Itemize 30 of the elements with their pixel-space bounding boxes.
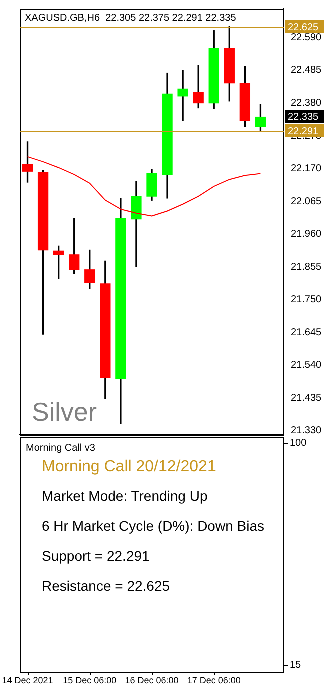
y-tick-label: 21.645 [291,327,322,338]
category-label: 16 Dec 06:00 [125,675,179,686]
text: Market Mode: Trending Up [42,488,208,504]
y-tick-label: 21.750 [291,294,322,306]
annotation: 22.335 [288,112,320,124]
y-tick-label: 22.590 [291,32,322,44]
y-tick-label: 22.170 [291,164,322,175]
y-tick-label: 22.065 [291,196,322,208]
category-label: 17 Dec 06:00 [187,675,241,686]
y-tick-label: 21.330 [291,426,322,437]
chart-title: XAGUSD.GB,H6 22.305 22.375 22.291 22.335 [25,12,237,24]
text: Morning Call 20/12/2021 [42,458,216,476]
annotation: Silver [32,397,98,427]
y-tick-label: 21.435 [291,392,322,404]
category-label: 14 Dec 2021 [2,675,54,686]
ref-line-label: 22.291 [288,126,320,138]
y-tick-label: 21.540 [291,360,322,372]
y-tick-label: 21.960 [291,229,322,240]
ref-line-label: 22.625 [288,22,320,34]
text: Resistance = 22.625 [42,578,170,594]
text: 15 [290,660,302,671]
text: Morning Call v3 [26,442,96,454]
y-tick-label: 21.855 [291,262,322,273]
candlestick [178,70,188,122]
category-label: 15 Dec 06:00 [63,675,117,686]
y-tick-label: 22.380 [291,98,322,109]
y-tick-label: 22.485 [291,65,322,76]
text: 6 Hr Market Cycle (D%): Down Bias [42,518,264,534]
text: Support = 22.291 [42,548,150,564]
text: 100 [290,438,308,449]
